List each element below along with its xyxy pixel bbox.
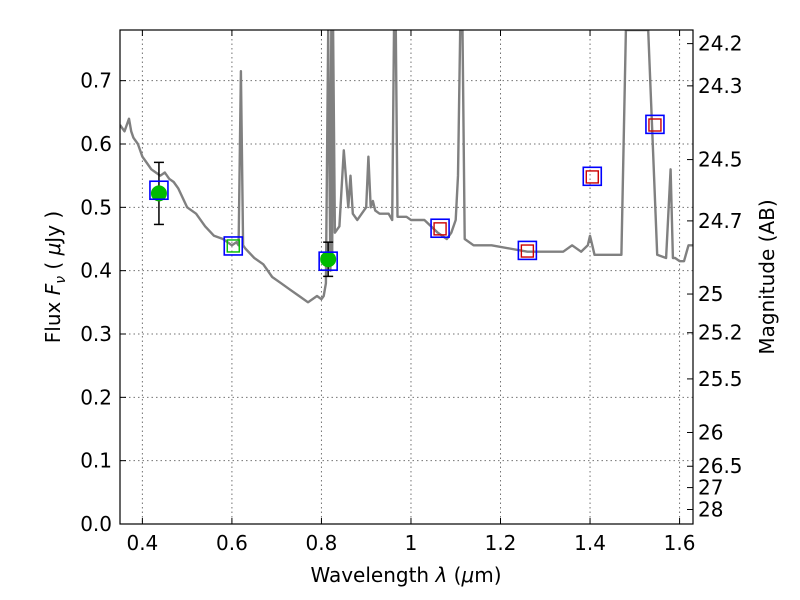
x-tick-label: 1.6 bbox=[664, 531, 696, 555]
y-tick-label: 0.1 bbox=[80, 449, 112, 473]
ticks: 0.4 0.6 0.8 1 1.2 1.4 1.6 0.0 0.1 0.2 0.3 0.4 0.5 0.6… bbox=[80, 30, 743, 555]
x-tick-label: 1 bbox=[405, 531, 418, 555]
model-box bbox=[430, 218, 450, 239]
y-tick-label: 0.4 bbox=[80, 259, 112, 283]
x-axis-label: Wavelength λ (μm) bbox=[310, 563, 501, 587]
inner-square bbox=[433, 222, 447, 236]
model-box bbox=[149, 180, 169, 201]
y-tick-label: 0.0 bbox=[80, 512, 112, 536]
y-tick-label: 0.6 bbox=[80, 132, 112, 156]
right-tick-label: 24.3 bbox=[698, 74, 743, 98]
spectrum-line bbox=[120, 30, 693, 304]
right-tick-label: 26.5 bbox=[698, 454, 743, 478]
model-box bbox=[318, 251, 338, 271]
inner-square bbox=[648, 118, 662, 132]
spectrum-layer bbox=[120, 30, 693, 304]
model-box bbox=[517, 240, 538, 261]
right-tick-label: 25.2 bbox=[698, 321, 743, 345]
plot-frame bbox=[119, 29, 694, 525]
right-tick-label: 28 bbox=[698, 497, 723, 521]
y-axis-label-left: Flux Fν ( μJy ) bbox=[41, 211, 69, 343]
photometry-point bbox=[320, 251, 337, 268]
y-tick-label: 0.2 bbox=[80, 385, 112, 409]
inner-square bbox=[226, 239, 240, 253]
model-box bbox=[645, 114, 665, 135]
y-tick-label: 0.5 bbox=[80, 195, 112, 219]
x-tick-label: 0.4 bbox=[126, 531, 158, 555]
right-tick-label: 26 bbox=[698, 420, 723, 444]
y-axis-label-right: Magnitude (AB) bbox=[755, 199, 779, 354]
right-tick-label: 24.5 bbox=[698, 148, 743, 172]
right-tick-label: 25.5 bbox=[698, 367, 743, 391]
x-tick-label: 1.4 bbox=[574, 531, 606, 555]
model-box bbox=[223, 236, 244, 256]
right-tick-label: 25 bbox=[698, 282, 723, 306]
marker-layer bbox=[149, 114, 665, 278]
model-box bbox=[582, 166, 603, 187]
inner-square bbox=[585, 170, 599, 184]
right-tick-label: 24.2 bbox=[698, 32, 743, 56]
right-tick-label: 24.7 bbox=[698, 209, 743, 233]
right-tick-label: 27 bbox=[698, 476, 723, 500]
x-tick-label: 0.6 bbox=[216, 531, 248, 555]
x-tick-label: 0.8 bbox=[306, 531, 338, 555]
inner-square bbox=[520, 244, 535, 258]
x-tick-label: 1.2 bbox=[485, 531, 517, 555]
y-tick-label: 0.3 bbox=[80, 322, 112, 346]
photometry-point bbox=[150, 185, 167, 202]
y-tick-label: 0.7 bbox=[80, 69, 112, 93]
